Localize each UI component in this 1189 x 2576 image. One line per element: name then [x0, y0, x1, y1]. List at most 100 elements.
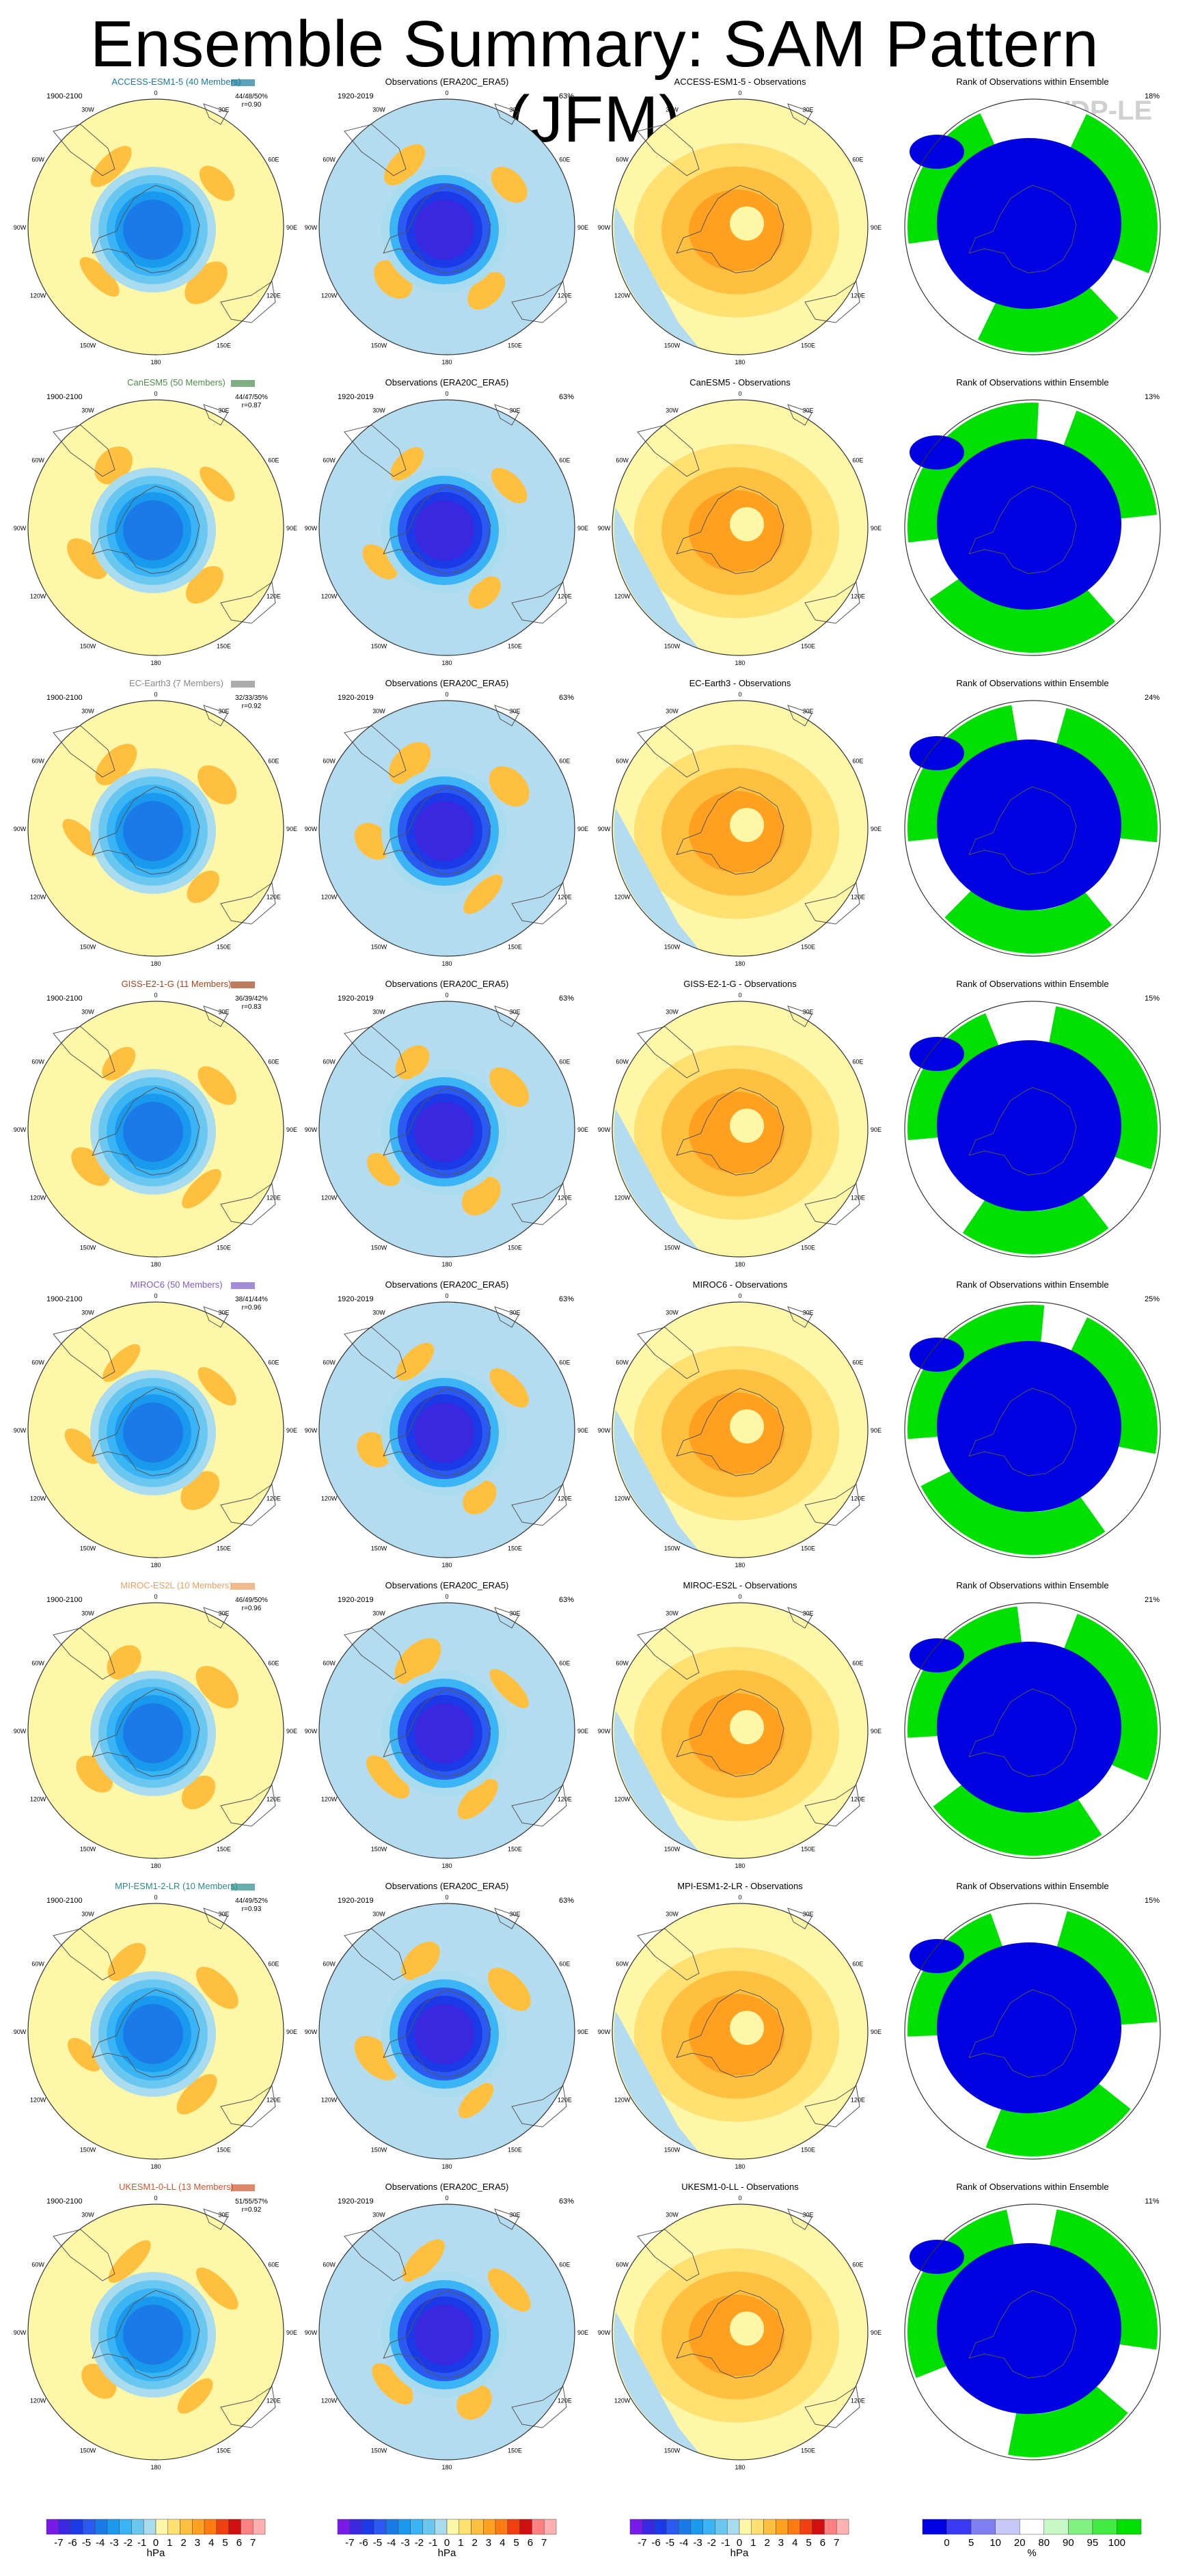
longitude-label: 120E — [266, 2398, 281, 2404]
longitude-label: 120W — [30, 1495, 46, 1502]
colorbar-swatch — [374, 2519, 387, 2535]
difference-center — [730, 1710, 764, 1744]
longitude-label: 150E — [508, 1845, 522, 1852]
positive-lobe — [197, 1367, 236, 1406]
antarctica-coastline — [92, 185, 200, 273]
longitude-label: 90E — [577, 1427, 588, 1434]
longitude-label: 180 — [735, 2163, 745, 2170]
colorbar-swatch — [471, 2519, 484, 2535]
longitude-label: 120E — [851, 293, 865, 299]
difference-rim — [614, 2311, 699, 2453]
longitude-label: 30W — [372, 1610, 385, 1617]
longitude-label: 60W — [323, 457, 336, 464]
longitude-label: 150E — [801, 1545, 815, 1551]
longitude-label: 120E — [851, 894, 865, 901]
colorbar-swatch — [1117, 2519, 1142, 2535]
negative-core — [123, 500, 183, 560]
longitude-label: 120W — [321, 593, 338, 600]
antarctica-coastline — [676, 1387, 784, 1476]
positive-lobe — [62, 819, 100, 857]
longitude-label: 30E — [802, 1310, 813, 1316]
longitude-label: 120W — [321, 293, 338, 299]
colorbar-swatch — [739, 2519, 752, 2535]
colorbar-swatch — [1068, 2519, 1093, 2535]
longitude-label: 150E — [217, 1845, 231, 1852]
positive-lobe — [401, 1941, 440, 1981]
colorbar-difference: -7 -6 -5 -4 -3 -2 -1 0 1 2 3 4 5 6 7 hPa — [629, 2519, 849, 2559]
colorbar-swatch — [252, 2519, 266, 2535]
longitude-label: 60W — [31, 1359, 44, 1366]
longitude-label: 120W — [30, 593, 46, 600]
positive-lobe — [366, 1755, 410, 1799]
row-miroc6: MIROC6 (50 Members) 1900-2100 38/41/44%r=0… — [14, 1279, 1161, 1569]
difference-title: MIROC6 - Observations — [693, 1279, 788, 1290]
longitude-label: 60W — [323, 1059, 336, 1066]
longitude-label: 150E — [801, 342, 815, 349]
longitude-label: 120W — [30, 293, 46, 299]
member-spread-glyph — [231, 79, 255, 86]
longitude-label: 180 — [735, 2464, 745, 2471]
longitude-label: 180 — [150, 660, 161, 666]
longitude-label: 120E — [558, 2097, 572, 2104]
positive-lobe — [95, 744, 137, 785]
australia-coastline — [220, 2386, 276, 2428]
longitude-label: 90E — [286, 1728, 297, 1735]
obs-pct: 63% — [559, 92, 574, 100]
rank-pct: 11% — [1145, 2197, 1159, 2206]
longitude-label: 150E — [801, 2146, 815, 2153]
south-america-coastline — [53, 1928, 115, 1981]
model-title: MIROC-ES2L (10 Members) — [120, 1580, 232, 1590]
longitude-label: 0 — [154, 390, 157, 397]
australia-coastline — [804, 2386, 860, 2428]
longitude-label: 90E — [577, 2029, 588, 2035]
pattern-correlation: r=0.87 — [242, 402, 262, 409]
australia-coastline — [511, 2386, 567, 2428]
australia-coastline — [220, 1484, 276, 1526]
rank-pct: 15% — [1145, 1897, 1160, 1905]
longitude-label: 30E — [509, 1310, 520, 1316]
longitude-label: 150E — [217, 2447, 231, 2454]
longitude-label: 60W — [616, 1359, 629, 1366]
colorbar-swatch — [922, 2519, 947, 2535]
difference-center — [730, 808, 764, 842]
longitude-label: 120E — [558, 894, 572, 901]
longitude-label: 90E — [871, 525, 882, 532]
africa-coastline — [787, 705, 812, 727]
longitude-label: 30W — [666, 708, 679, 715]
australia-coastline — [511, 2085, 567, 2128]
map-outline — [318, 1903, 575, 2160]
colorbar-swatch — [398, 2519, 411, 2535]
positive-lobe — [489, 1668, 529, 1709]
rank-pct: 18% — [1145, 92, 1160, 100]
longitude-label: 120E — [266, 1195, 281, 1202]
rank-low-region — [910, 435, 964, 470]
longitude-label: 180 — [150, 960, 161, 967]
longitude-label: 60E — [559, 1359, 570, 1366]
longitude-label: 120W — [321, 1796, 338, 1803]
longitude-label: 150W — [80, 1545, 96, 1551]
model-period: 1900-2100 — [46, 1596, 83, 1604]
longitude-label: 120W — [614, 593, 631, 600]
pattern-correlation: r=0.96 — [242, 1605, 262, 1612]
longitude-label: 60W — [616, 1660, 629, 1667]
longitude-label: 120E — [558, 2398, 572, 2404]
row-access-esm1-5: ACCESS-ESM1-5 (40 Members) 1900-2100 44/48… — [14, 77, 1161, 366]
longitude-label: 90W — [598, 826, 611, 832]
rank-title: Rank of Observations within Ensemble — [956, 1580, 1108, 1590]
map-outline — [904, 2204, 1161, 2460]
south-america-coastline — [53, 424, 115, 477]
rank-high-region — [1008, 2385, 1128, 2457]
positive-lobe — [489, 1368, 529, 1408]
longitude-label: 60E — [852, 457, 863, 464]
map-outline — [612, 700, 869, 957]
longitude-label: 120W — [614, 293, 631, 299]
rank-high-region — [985, 2082, 1131, 2156]
negative-core — [414, 1402, 474, 1463]
australia-coastline — [511, 1785, 567, 1827]
longitude-label: 150W — [80, 642, 96, 649]
pattern-correlation: r=0.83 — [242, 1003, 262, 1011]
longitude-label: 150E — [217, 943, 231, 950]
longitude-label: 150W — [371, 2447, 387, 2454]
colorbar-swatch — [543, 2519, 557, 2535]
longitude-label: 0 — [738, 1292, 741, 1299]
